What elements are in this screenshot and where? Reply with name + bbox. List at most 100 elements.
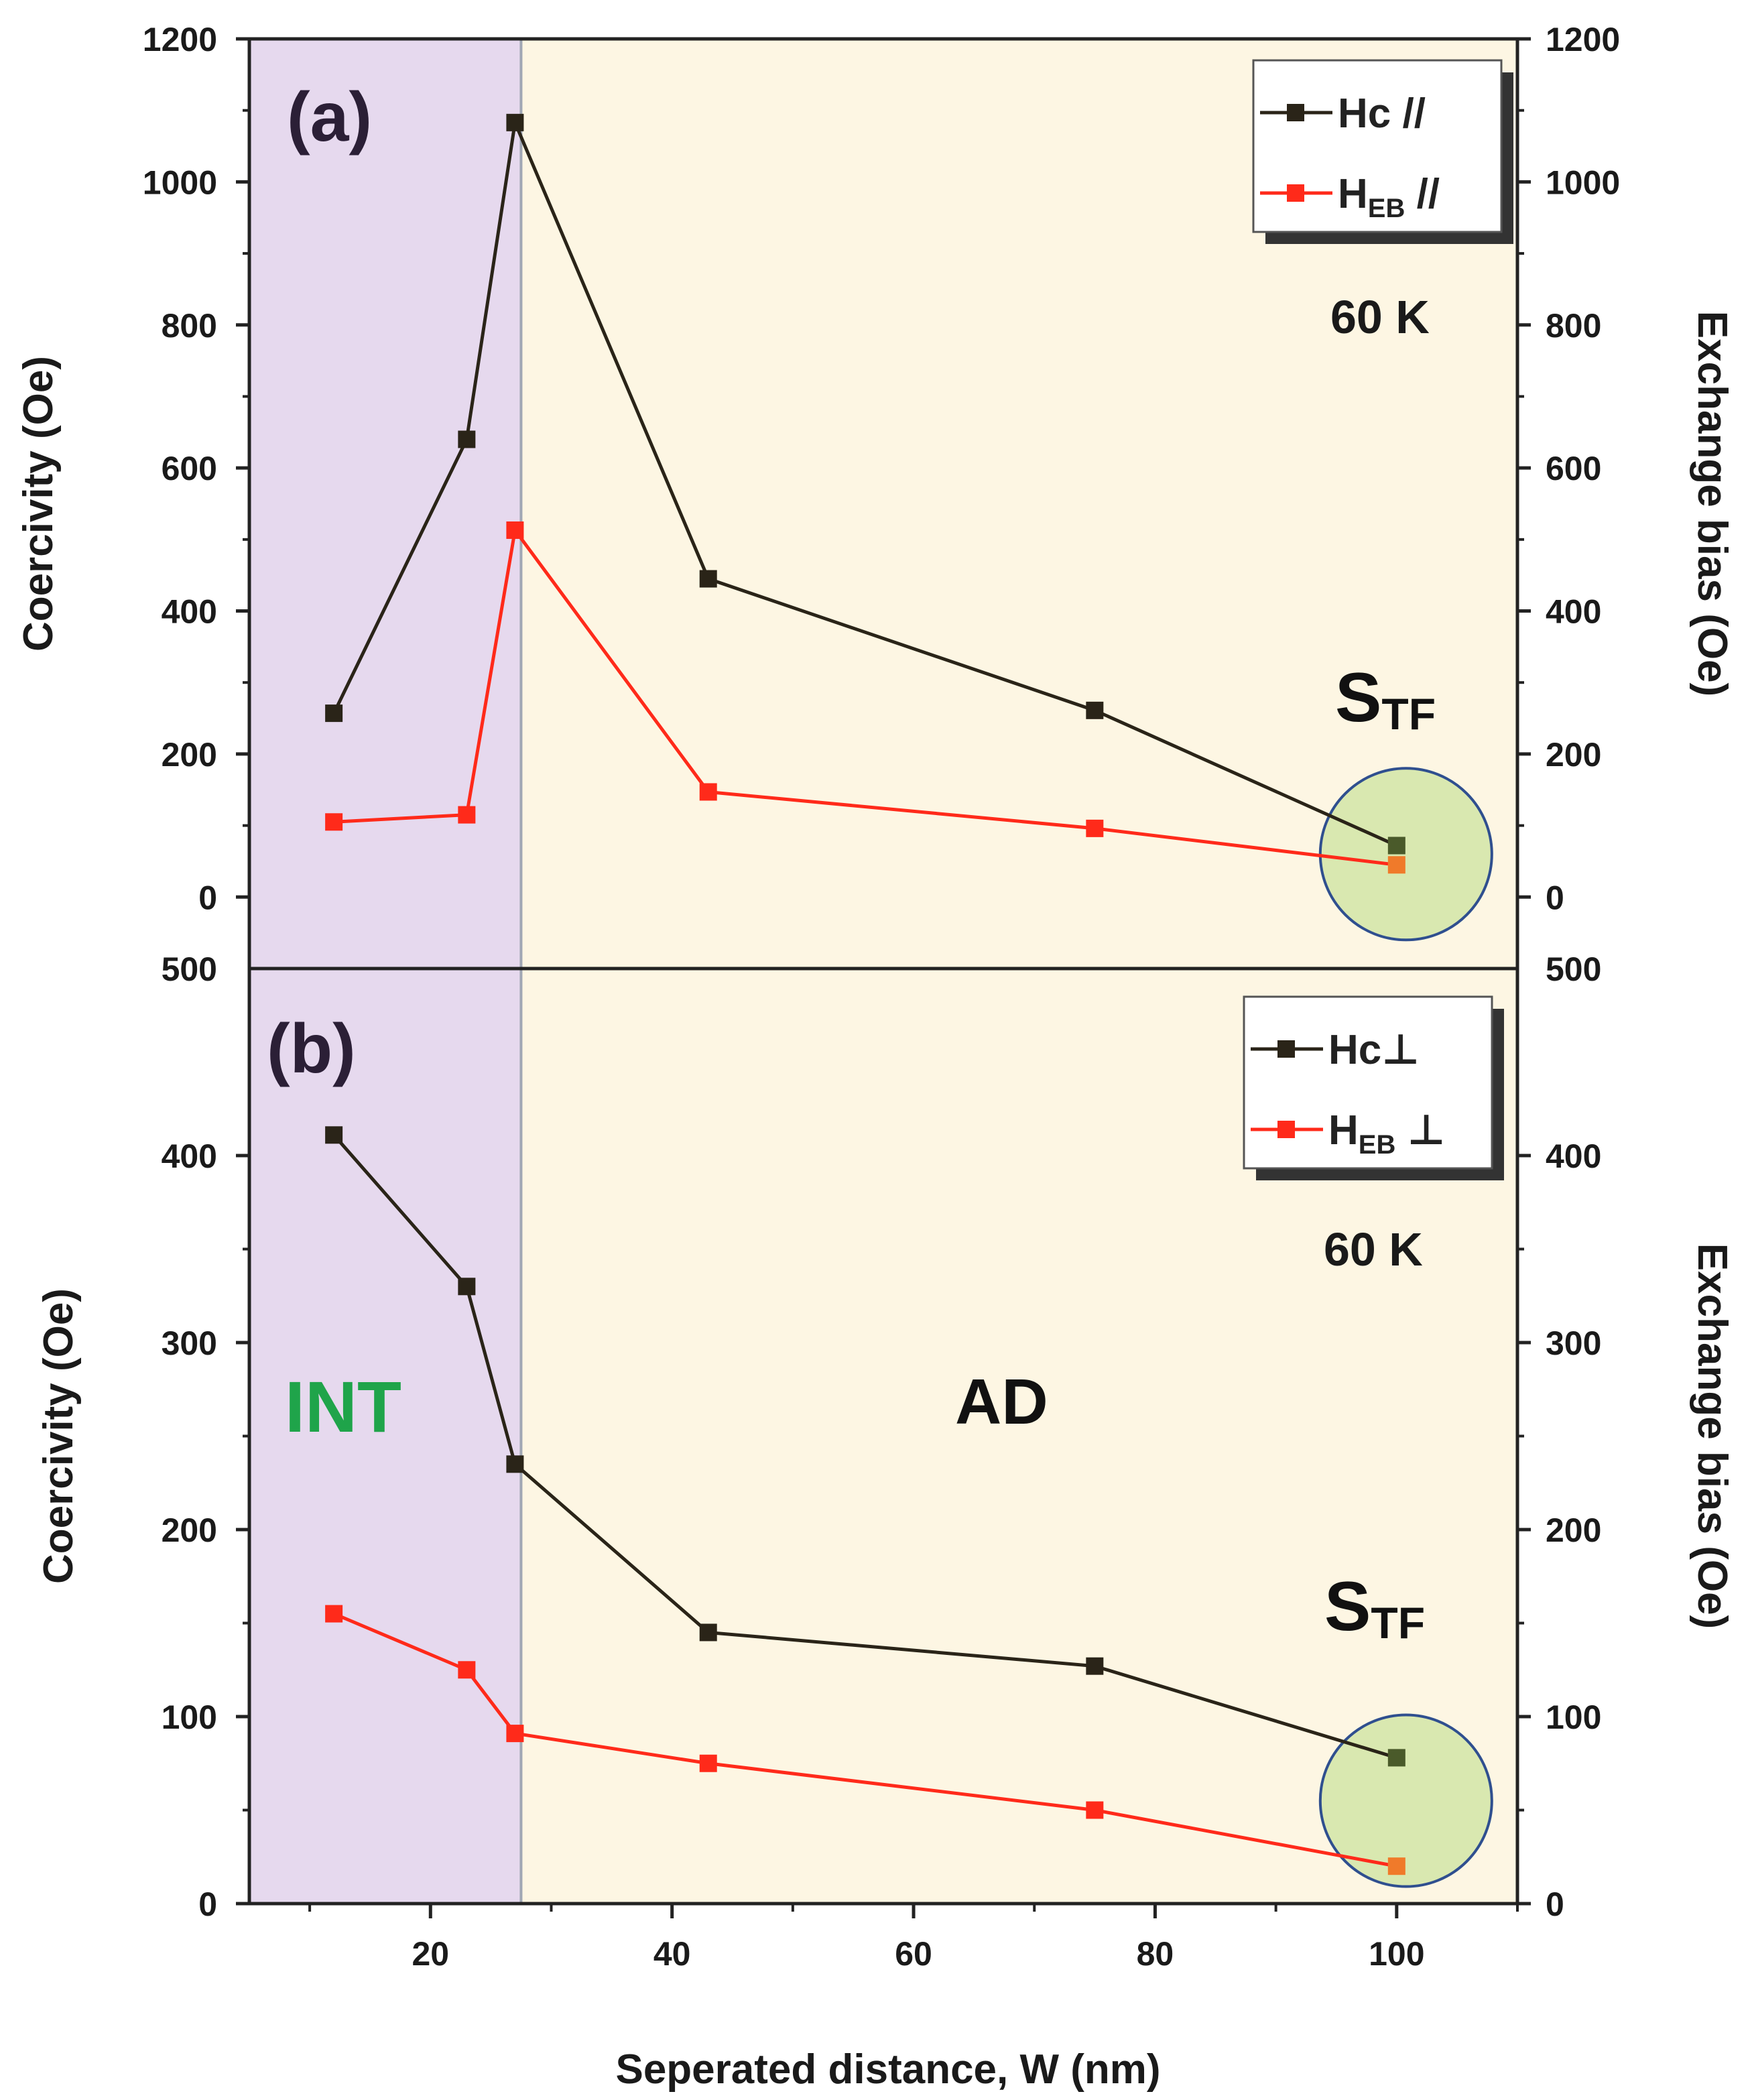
panel-b-legend-label-1: HEB ⊥: [1328, 1107, 1445, 1160]
panel-a-ylabel-right: Exchange bias (Oe): [1689, 311, 1735, 696]
panel-a-legend-marker-1: [1287, 184, 1304, 202]
panel-b-label: (b): [267, 1010, 356, 1088]
panel-b-series-0-point-5: [1387, 1749, 1405, 1767]
panel-a-series-0-point-2: [506, 113, 524, 131]
region-label-int: INT: [285, 1366, 401, 1447]
panel-a-series-0-point-4: [1086, 701, 1104, 719]
panel-b-xtick-label-80: 80: [1137, 1935, 1174, 1973]
panel-a-temperature: 60 K: [1330, 291, 1430, 343]
panel-b-legend-marker-0: [1277, 1040, 1295, 1058]
panel-a: 0 0 200 200 400 400 600 600 800 800 1000 1000 1200 12…: [15, 21, 1735, 988]
panel-b-series-0-line: [332, 1133, 1397, 1759]
panel-b-ytick-label-right-0: 0: [1546, 1886, 1564, 1923]
panel-b-ytick-label-left-300: 300: [162, 1324, 217, 1362]
panel-a-legend-label-1: HEB //: [1338, 171, 1440, 223]
panel-a-ytick-label-right-0: 0: [1546, 879, 1564, 916]
panel-b-ytick-label-left-200: 200: [162, 1511, 217, 1549]
panel-a-series-0-point-0: [325, 704, 343, 723]
panel-b-xtick-label-60: 60: [895, 1935, 932, 1973]
panel-b-series-1-line: [333, 1612, 1397, 1868]
panel-a-ytick-label-top: 1200: [143, 21, 217, 58]
panel-b-ytick-label-top-left: 500: [162, 950, 217, 988]
panel-a-ytick-label-right-200: 200: [1546, 736, 1601, 774]
region-label-ad: AD: [955, 1366, 1048, 1438]
panel-a-series-0-line: [332, 116, 1397, 847]
panel-a-ytick-label-right-600: 600: [1546, 450, 1601, 487]
panel-b-sample-label: STF: [1324, 1568, 1425, 1648]
panel-a-ytick-label-right-1200: 1200: [1546, 21, 1620, 58]
panel-a-series-1-point-1: [458, 806, 476, 824]
panel-a-sample-label: STF: [1335, 659, 1436, 739]
panel-b-ytick-label-left-100: 100: [162, 1698, 217, 1736]
panel-a-legend-label-main-1: H: [1338, 171, 1368, 217]
panel-b-series-0-point-3: [699, 1623, 717, 1642]
panel-b-legend-label-sub-1: EB: [1359, 1130, 1396, 1160]
panel-b-ytick-label-right-300: 300: [1546, 1324, 1601, 1362]
panel-a-ytick-label-left-1000: 1000: [143, 164, 217, 201]
panel-b-ytick-label-right-100: 100: [1546, 1698, 1601, 1736]
panel-a-legend-marker-0: [1287, 104, 1304, 121]
panel-a-series-1-point-2: [506, 521, 524, 539]
panel-b-xtick-label-40: 40: [653, 1935, 691, 1973]
panel-a-series-0-point-1: [458, 430, 476, 448]
panel-b-legend-label-suffix-0: ⊥: [1381, 1027, 1420, 1073]
panel-b-xtick-label-20: 20: [412, 1935, 449, 1973]
panel-a-highlight-circle: [1318, 767, 1493, 942]
panel-b-series: [325, 1126, 1405, 1875]
panel-b-legend-marker-1: [1277, 1121, 1295, 1138]
panel-a-label: (a): [287, 78, 372, 156]
panel-b-ylabel-left: Coercivity (Oe): [36, 1288, 82, 1584]
panel-a-series-1-point-3: [699, 783, 717, 801]
panel-b: 0 0 100 100 200 200 300 300 400 400 20 40 60 80 100 Coe…: [36, 967, 1735, 1973]
panel-a-ytick-label-right-800: 800: [1546, 307, 1601, 345]
panel-b-legend-label-suffix-1: ⊥: [1395, 1107, 1445, 1154]
panel-b-legend-label-0: Hc⊥: [1328, 1027, 1420, 1073]
panel-b-ylabel-right: Exchange bias (Oe): [1689, 1243, 1735, 1629]
panel-a-series-1-point-0: [325, 813, 343, 831]
panel-a-legend-label-0: Hc //: [1338, 90, 1426, 137]
panel-b-series-0-point-1: [458, 1278, 476, 1296]
panel-b-legend-label-main-1: H: [1328, 1107, 1359, 1154]
panel-a-ytick-label-left-600: 600: [162, 450, 217, 487]
panel-b-legend: Hc⊥HEB ⊥: [1243, 995, 1504, 1180]
x-axis-label: Seperated distance, W (nm): [615, 2046, 1160, 2093]
panel-a-ytick-label-left-200: 200: [162, 736, 217, 774]
panel-b-legend-box: [1243, 995, 1493, 1170]
panel-a-legend-label-main-0: Hc: [1338, 90, 1391, 137]
panel-a-series-1-line: [333, 526, 1397, 867]
panel-a-series-0-point-3: [699, 570, 717, 588]
panel-a-series-0-point-5: [1387, 837, 1405, 855]
panel-a-ytick-label-right-400: 400: [1546, 593, 1601, 631]
panel-a-ytick-label-left-800: 800: [162, 307, 217, 345]
panel-a-highlight: [1318, 767, 1493, 942]
panel-b-axes: 0 0 100 100 200 200 300 300 400 400 20 40 60 80 100 Coe…: [36, 967, 1735, 1973]
panel-a-axes: 0 0 200 200 400 400 600 600 800 800 1000 1000 1200 12…: [15, 21, 1735, 988]
panel-a-ytick-label-left-400: 400: [162, 593, 217, 631]
panel-a-ylabel-left: Coercivity (Oe): [15, 356, 62, 652]
panel-b-highlight-circle: [1318, 1713, 1493, 1888]
panel-b-series-0-point-4: [1086, 1657, 1104, 1675]
panel-b-sample-main: S: [1324, 1568, 1371, 1646]
panel-b-series-1-point-5: [1387, 1857, 1405, 1875]
panel-b-series-1-point-3: [699, 1754, 717, 1772]
panel-b-region-int: [249, 969, 521, 1904]
panel-a-legend: Hc // HEB //: [1252, 59, 1513, 244]
panel-b-xtick-label-100: 100: [1369, 1935, 1424, 1973]
panel-a-region-int: [249, 39, 521, 969]
panel-b-temperature: 60 K: [1324, 1223, 1423, 1276]
panel-b-ytick-label-left-0: 0: [198, 1886, 217, 1923]
panel-b-series-0-point-2: [506, 1455, 524, 1473]
panel-a-series: [325, 113, 1405, 874]
panel-b-highlight: [1318, 1713, 1493, 1888]
panel-b-series-1-point-1: [458, 1661, 476, 1679]
panel-b-ytick-label-right-400: 400: [1546, 1137, 1601, 1175]
panel-b-ytick-label-top-right: 500: [1546, 950, 1601, 988]
panel-a-sample-sub: TF: [1381, 689, 1436, 739]
panel-b-series-0-point-0: [325, 1126, 343, 1144]
panel-b-series-1-point-2: [506, 1725, 524, 1743]
panel-a-ytick-label-left-0: 0: [198, 879, 217, 916]
panel-b-ytick-label-right-200: 200: [1546, 1511, 1601, 1549]
panel-b-legend-label-main-0: Hc: [1328, 1027, 1381, 1073]
panel-a-legend-label-suffix-0: //: [1391, 90, 1426, 137]
